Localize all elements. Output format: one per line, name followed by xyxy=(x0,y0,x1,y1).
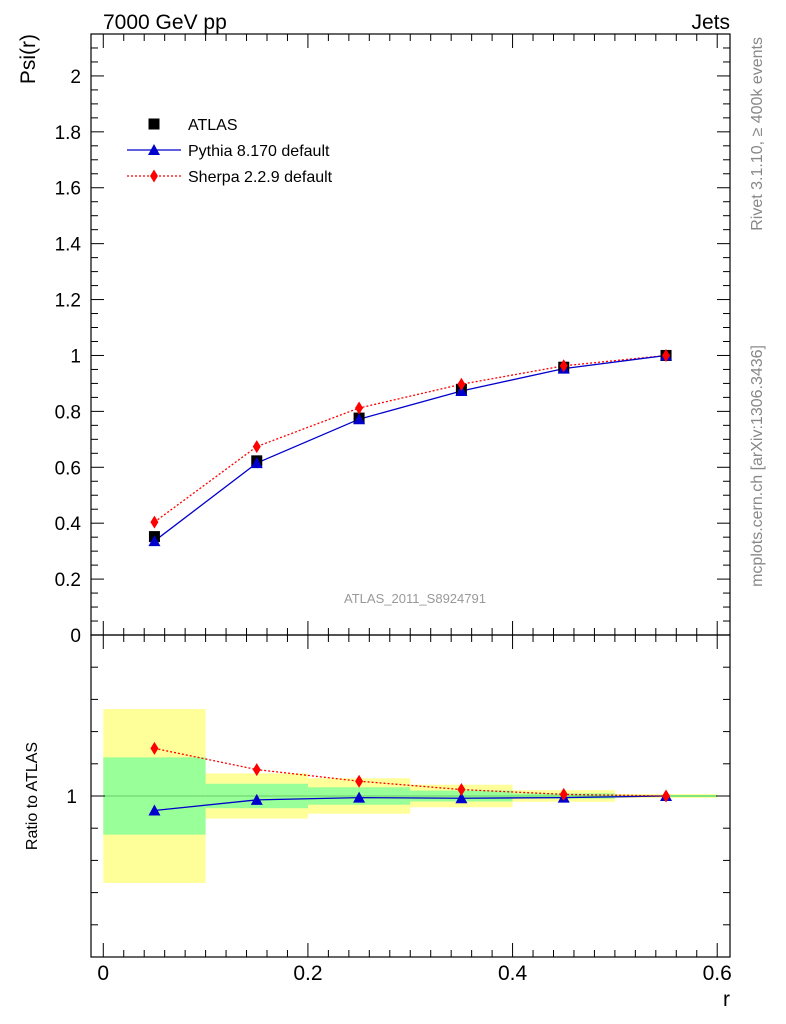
x-axis-label: r xyxy=(723,988,730,1011)
ratio-y-axis-label: Ratio to ATLAS xyxy=(24,742,41,850)
ratio-series-line-0 xyxy=(154,795,667,812)
ratio-data-point-diamond xyxy=(457,783,466,797)
data-point-diamond xyxy=(355,401,364,415)
ratio-ticks: 1 0 0.2 0.4 0.6 xyxy=(66,635,732,985)
data-point-diamond xyxy=(457,377,466,391)
main-y-tick-label: 1.6 xyxy=(55,179,81,200)
ratio-data-point-diamond xyxy=(662,789,671,803)
data-point-diamond xyxy=(559,359,568,373)
main-y-tick-label: 1.8 xyxy=(55,123,81,144)
ratio-frame xyxy=(90,634,731,958)
mcplots-label: mcplots.cern.ch [arXiv:1306.3436] xyxy=(749,345,766,587)
main-y-axis-label: Psi(r) xyxy=(17,34,40,84)
ratio-panel: Ratio to ATLAS 1 0 0.2 0.4 0.6 r xyxy=(24,634,732,1011)
series-line-1 xyxy=(154,354,667,542)
series-line-2 xyxy=(154,354,667,523)
main-panel: Psi(r) ATLAS_2011_S8924791 0 0.2 0.4 0.6 0.8… xyxy=(17,33,731,647)
ratio-data-point-diamond xyxy=(355,774,364,788)
ratio-data-point-triangle xyxy=(353,791,366,803)
ratio-data-point-diamond xyxy=(559,787,568,801)
legend-label: Sherpa 2.2.9 default xyxy=(188,169,333,186)
main-y-tick-label: 0.2 xyxy=(55,570,81,591)
main-y-tick-label: 0.4 xyxy=(55,514,82,535)
x-tick-label: 0 xyxy=(97,962,109,985)
main-ticks: 0 0.2 0.4 0.6 0.8 1 1.2 1.4 1.6 1.8 2 xyxy=(55,34,730,647)
data-point-triangle xyxy=(353,413,366,425)
ratio-y-tick-label: 1 xyxy=(66,787,77,808)
legend-label: Pythia 8.170 default xyxy=(188,143,330,160)
legend-marker xyxy=(148,118,160,130)
rivet-label: Rivet 3.1.10, ≥ 400k events xyxy=(749,37,766,231)
header-left: 7000 GeV pp xyxy=(103,11,227,34)
data-point-diamond xyxy=(252,440,261,454)
main-y-tick-label: 1 xyxy=(70,346,81,367)
data-point-triangle xyxy=(148,535,161,547)
ratio-data-point-triangle xyxy=(148,804,161,816)
x-tick-label: 0.6 xyxy=(703,962,732,985)
x-tick-label: 0.4 xyxy=(498,962,528,985)
legend: ATLAS Pythia 8.170 default Sherpa 2.2.9 de… xyxy=(127,117,333,186)
x-tick-label: 0.2 xyxy=(293,962,322,985)
legend-marker xyxy=(150,169,158,183)
ratio-data-point-triangle xyxy=(455,792,468,804)
main-annotation: ATLAS_2011_S8924791 xyxy=(344,591,486,606)
ratio-series xyxy=(148,741,673,816)
main-series xyxy=(148,348,673,547)
main-y-tick-label: 1.2 xyxy=(55,291,81,312)
main-y-tick-label: 0.6 xyxy=(55,458,81,479)
data-point-diamond xyxy=(662,348,671,362)
main-y-tick-label: 0 xyxy=(70,626,81,647)
main-y-tick-label: 1.4 xyxy=(55,235,82,256)
data-point-triangle xyxy=(250,457,263,469)
header-right: Jets xyxy=(691,11,730,34)
ratio-data-point-diamond xyxy=(252,763,261,777)
main-y-tick-label: 0.8 xyxy=(55,402,81,423)
ratio-series-line-1 xyxy=(154,747,667,797)
ratio-data-point-diamond xyxy=(150,741,159,755)
data-point-diamond xyxy=(150,515,159,529)
ratio-data-point-triangle xyxy=(250,793,263,805)
main-frame xyxy=(90,33,731,636)
main-y-tick-label: 2 xyxy=(70,67,81,88)
legend-label: ATLAS xyxy=(188,117,238,134)
legend-marker xyxy=(148,144,160,155)
